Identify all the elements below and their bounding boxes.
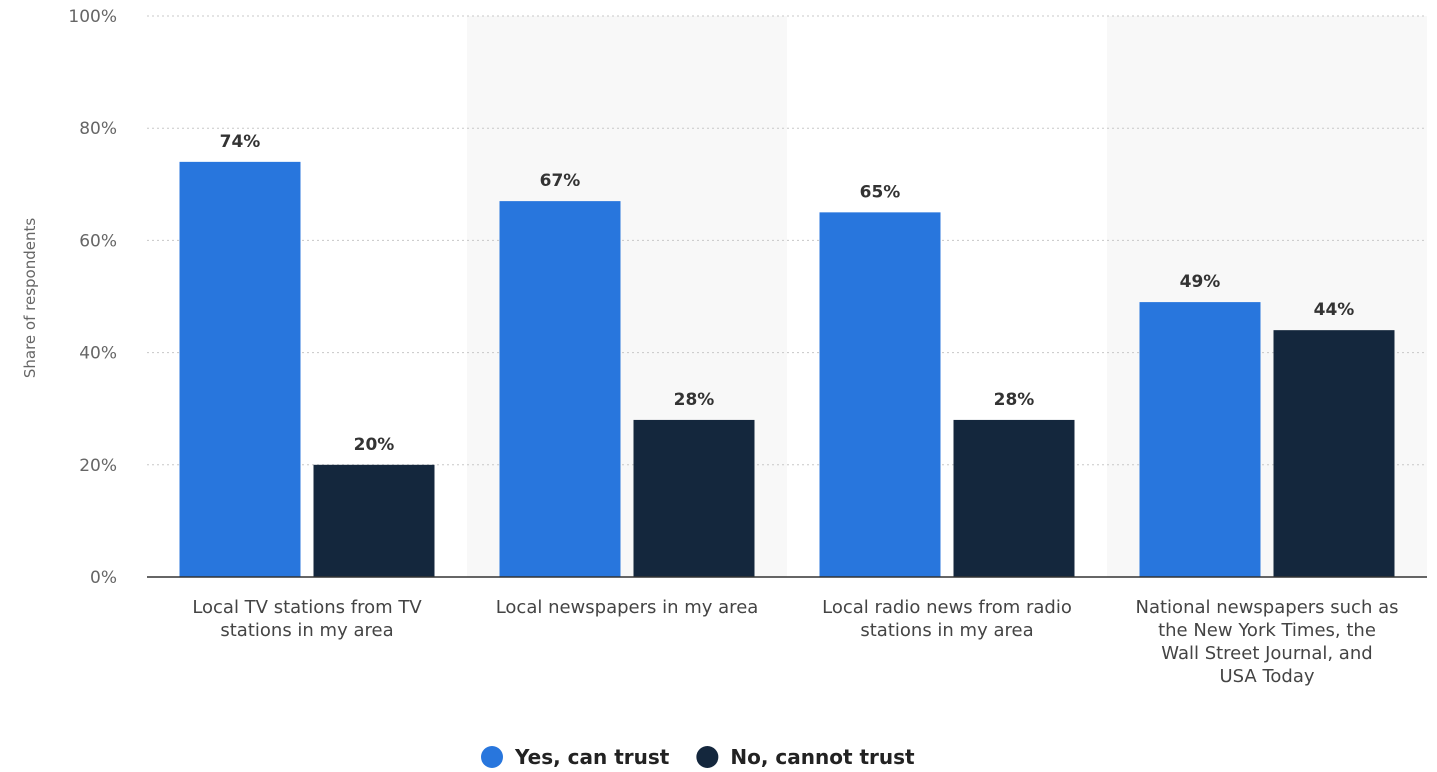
data-label: 28% <box>994 390 1035 410</box>
bar-no <box>953 419 1075 577</box>
x-category-label: National newspapers such as the New York … <box>1136 597 1399 687</box>
bar-yes <box>499 201 621 577</box>
data-label: 44% <box>1314 300 1355 320</box>
bar-no <box>313 464 435 577</box>
bar-no <box>1273 330 1395 577</box>
y-tick-label: 20% <box>79 456 117 476</box>
y-tick-label: 0% <box>90 568 117 588</box>
data-label: 74% <box>220 132 261 152</box>
data-label: 20% <box>354 435 395 455</box>
legend: Yes, can trust No, cannot trust <box>481 745 915 769</box>
data-label: 49% <box>1180 272 1221 292</box>
data-label: 67% <box>540 171 581 191</box>
y-tick-label: 40% <box>79 344 117 364</box>
y-tick-label: 80% <box>79 119 117 139</box>
y-axis-title: Share of respondents <box>21 218 39 379</box>
legend-marker <box>481 746 503 768</box>
bar-yes <box>819 212 941 577</box>
bars: 74% 20% 67% 28% 65% 28% 49% 44% <box>179 132 1395 578</box>
legend-label: No, cannot trust <box>730 745 915 769</box>
y-tick-label: 100% <box>68 7 117 27</box>
legend-label: Yes, can trust <box>514 745 670 769</box>
category-labels: Local TV stations from TV stations in my … <box>192 597 1398 687</box>
bar-yes <box>1139 302 1261 577</box>
legend-marker <box>696 746 719 768</box>
y-axis-ticks: 0% 20% 40% 60% 80% 100% <box>68 7 117 588</box>
y-tick-label: 60% <box>79 231 117 251</box>
data-label: 28% <box>674 390 715 410</box>
bar-no <box>633 419 755 577</box>
x-category-label: Local TV stations from TV stations in my … <box>192 597 422 641</box>
x-category-label: Local newspapers in my area <box>496 597 759 618</box>
x-category-label: Local radio news from radio stations in m… <box>822 597 1072 641</box>
bar-yes <box>179 161 301 578</box>
data-label: 65% <box>860 182 901 202</box>
